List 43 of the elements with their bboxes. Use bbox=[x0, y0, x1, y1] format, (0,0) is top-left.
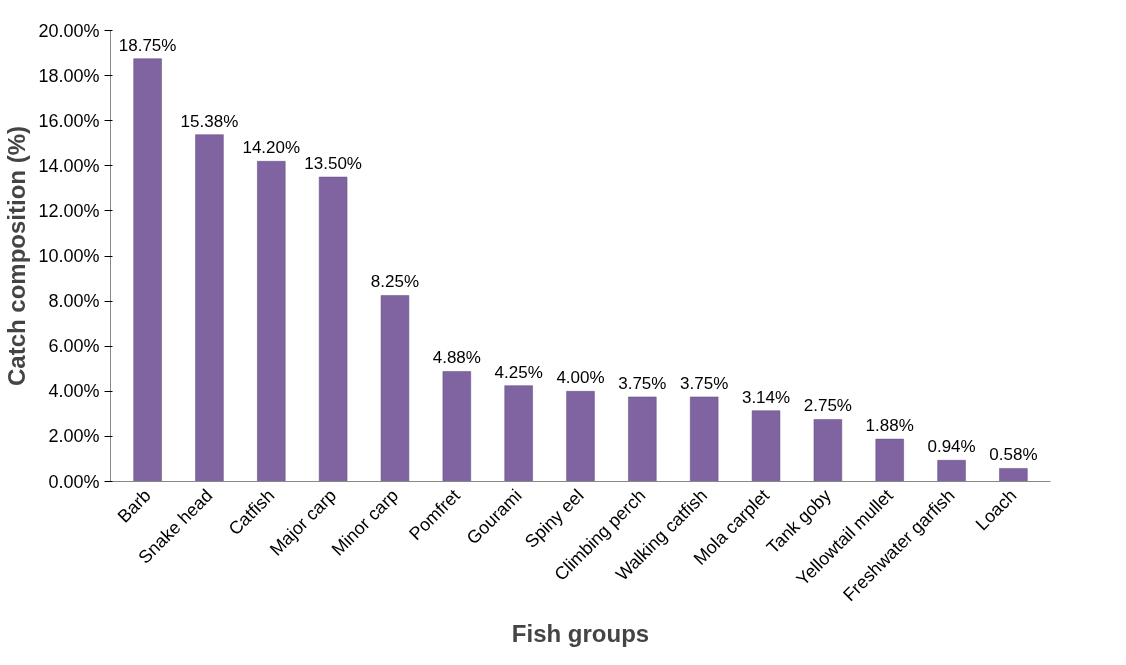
bar bbox=[751, 410, 781, 482]
y-tick-label: 18.00% bbox=[38, 65, 100, 86]
data-label: 3.75% bbox=[618, 373, 667, 393]
data-label: 1.88% bbox=[865, 416, 914, 436]
data-label: 2.75% bbox=[803, 396, 852, 416]
y-tick-label: 14.00% bbox=[38, 155, 100, 176]
bar bbox=[690, 396, 719, 482]
data-label: 3.75% bbox=[680, 373, 729, 393]
bar bbox=[999, 468, 1028, 482]
bar bbox=[813, 419, 843, 482]
y-tick-label: 0.00% bbox=[48, 471, 100, 492]
y-tick-label: 12.00% bbox=[38, 200, 100, 221]
y-tick-label: 10.00% bbox=[38, 246, 100, 266]
data-label: 0.58% bbox=[989, 445, 1038, 465]
y-tick-label: 2.00% bbox=[48, 426, 100, 447]
data-label: 3.14% bbox=[741, 387, 791, 407]
data-label: 4.25% bbox=[494, 362, 543, 382]
bar bbox=[875, 438, 904, 482]
data-label: 13.50% bbox=[304, 154, 362, 174]
y-tick-label: 20.00% bbox=[38, 20, 100, 41]
bar bbox=[318, 176, 348, 482]
bar bbox=[937, 460, 966, 482]
y-tick-label: 16.00% bbox=[38, 110, 100, 131]
x-axis-title: Fish groups bbox=[511, 620, 650, 648]
data-label: 8.25% bbox=[370, 272, 420, 292]
bar bbox=[504, 385, 533, 482]
data-label: 14.20% bbox=[242, 138, 301, 158]
data-label: 18.75% bbox=[118, 35, 177, 55]
y-tick-label: 8.00% bbox=[48, 291, 100, 312]
bar bbox=[380, 295, 410, 482]
y-axis-title: Catch composition (%) bbox=[3, 125, 31, 386]
bar bbox=[195, 134, 224, 482]
data-label: 15.38% bbox=[180, 111, 239, 131]
bar bbox=[628, 396, 657, 482]
bar bbox=[257, 161, 286, 482]
bar bbox=[133, 58, 162, 482]
data-label: 4.88% bbox=[432, 348, 481, 368]
y-tick-label: 6.00% bbox=[48, 336, 100, 357]
bar bbox=[566, 391, 595, 482]
y-tick-label: 4.00% bbox=[48, 381, 100, 402]
bar bbox=[442, 371, 471, 482]
data-label: 4.00% bbox=[556, 368, 605, 388]
data-label: 0.94% bbox=[927, 437, 976, 457]
